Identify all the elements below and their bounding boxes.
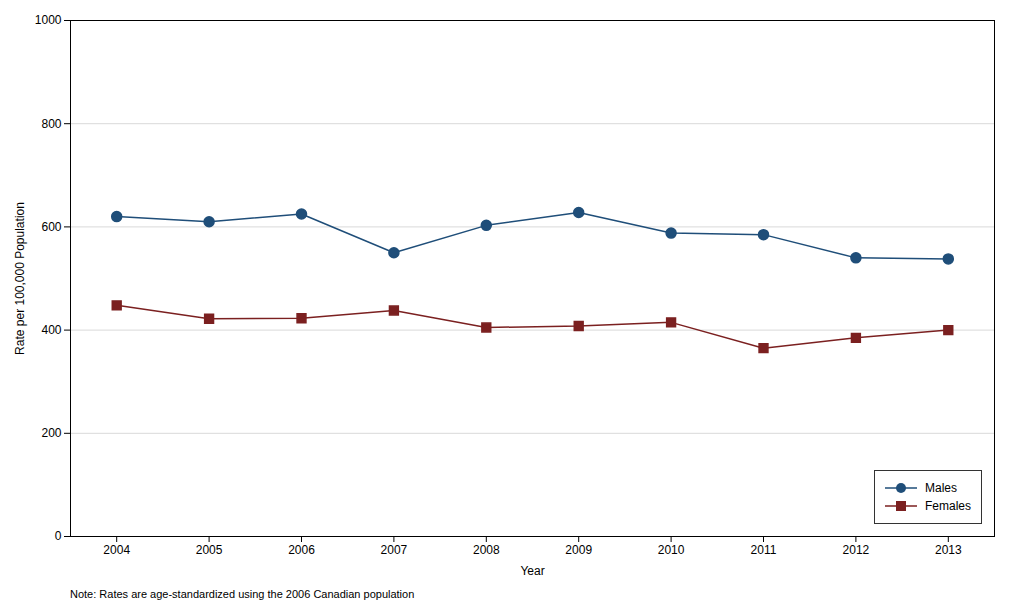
svg-text:2011: 2011 <box>751 543 777 557</box>
svg-text:2005: 2005 <box>196 543 223 557</box>
svg-text:Rate per 100,000 Population: Rate per 100,000 Population <box>13 202 27 355</box>
svg-text:2012: 2012 <box>843 543 870 557</box>
svg-text:1000: 1000 <box>35 13 62 27</box>
svg-text:Year: Year <box>520 564 544 578</box>
svg-text:600: 600 <box>41 220 61 234</box>
svg-text:800: 800 <box>41 117 61 131</box>
svg-text:2004: 2004 <box>103 543 130 557</box>
html-text:Males: Males <box>925 481 957 495</box>
html-text:Note: Rates are age-standardiz: Note: Rates are age-standardized using t… <box>70 588 415 600</box>
svg-text:200: 200 <box>41 426 61 440</box>
html-text:Females: Females <box>925 499 971 513</box>
svg-text:2009: 2009 <box>565 543 592 557</box>
svg-text:2010: 2010 <box>658 543 685 557</box>
svg-text:2013: 2013 <box>935 543 962 557</box>
svg-text:2007: 2007 <box>381 543 408 557</box>
svg-text:2008: 2008 <box>473 543 500 557</box>
svg-text:2006: 2006 <box>288 543 315 557</box>
svg-text:0: 0 <box>55 529 62 543</box>
svg-text:400: 400 <box>41 323 61 337</box>
